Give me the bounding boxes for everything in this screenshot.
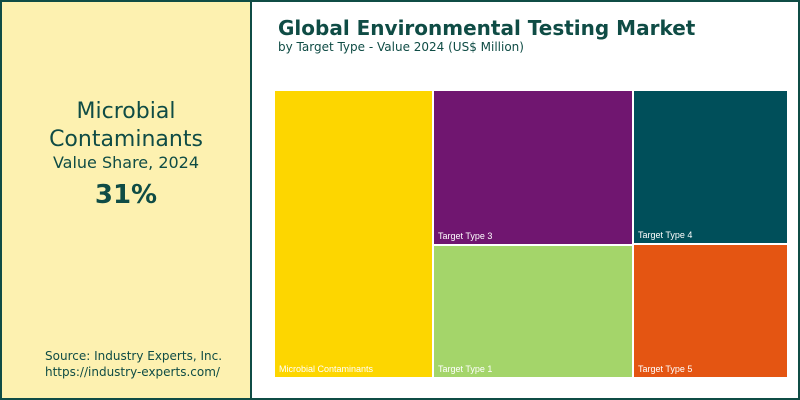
treemap-tile-label: Target Type 5	[638, 364, 693, 374]
chart-title: Global Environmental Testing Market	[278, 16, 696, 40]
source-line: Source: Industry Experts, Inc.	[45, 349, 223, 363]
share-label: Value Share, 2024	[52, 153, 200, 172]
highlight-panel: Microbial Contaminants Value Share, 2024…	[2, 2, 252, 398]
treemap-chart: Microbial Contaminants Target Type 3 Targe…	[274, 90, 788, 378]
highlight-name-line1: Microbial	[76, 99, 176, 124]
treemap-tile: Target Type 3	[433, 90, 633, 245]
treemap-tile: Microbial Contaminants	[274, 90, 433, 378]
highlight-segment-name: Microbial Contaminants	[2, 98, 250, 154]
treemap-tile: Target Type 5	[633, 244, 788, 378]
treemap-tile-label: Target Type 1	[438, 364, 493, 374]
chart-subtitle: by Target Type - Value 2024 (US$ Million…	[278, 40, 524, 54]
treemap-tile: Target Type 4	[633, 90, 788, 244]
highlight-name-line2: Contaminants	[49, 127, 203, 152]
share-value: 31%	[94, 180, 158, 210]
treemap-tile-label: Microbial Contaminants	[279, 364, 374, 374]
treemap-tile: Target Type 1	[433, 245, 633, 378]
treemap-tile-label: Target Type 4	[638, 230, 693, 240]
source-url: https://industry-experts.com/	[45, 365, 220, 379]
source-note: Source: Industry Experts, Inc. https://i…	[45, 348, 222, 380]
treemap-tile-label: Target Type 3	[438, 231, 493, 241]
